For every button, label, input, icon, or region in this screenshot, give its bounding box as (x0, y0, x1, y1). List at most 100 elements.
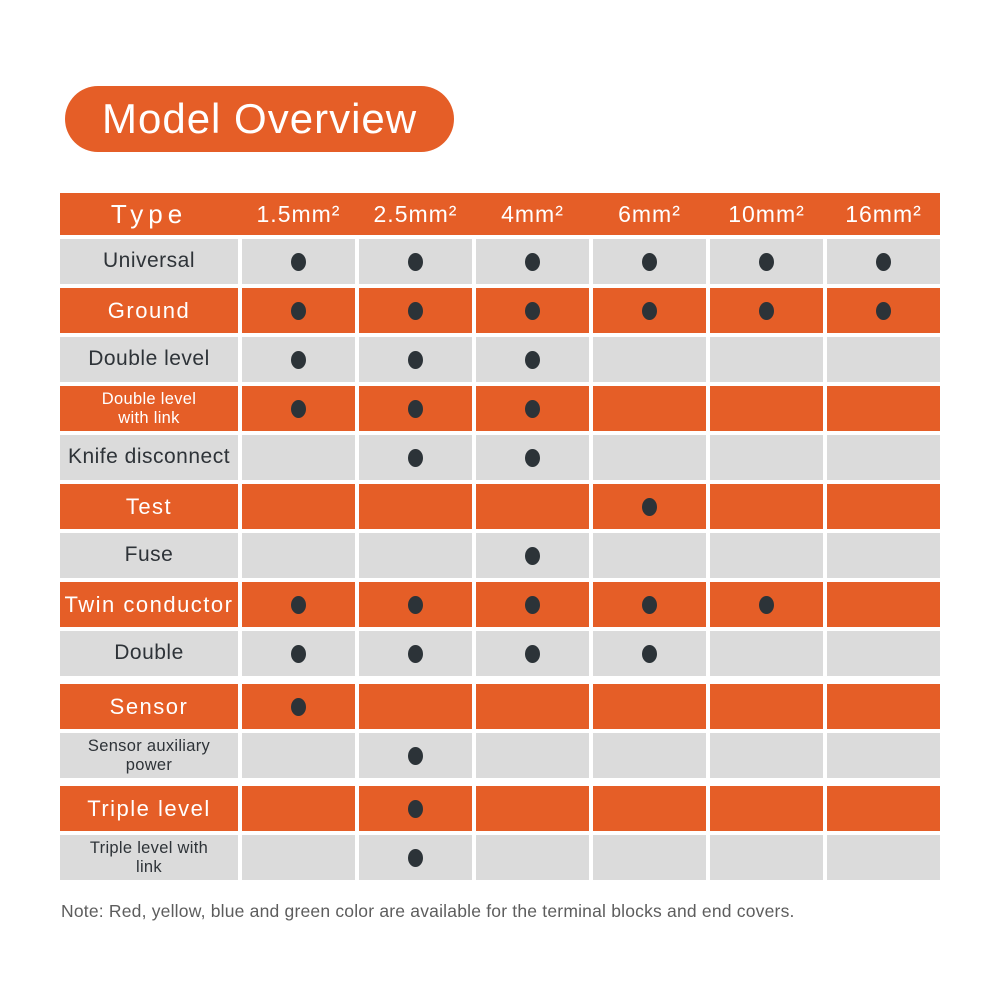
table-row: Sensor auxiliary power (60, 733, 940, 778)
availability-cell (710, 386, 823, 431)
column-header: 4mm² (501, 200, 564, 227)
availability-cell (476, 684, 589, 729)
availability-dot-icon (291, 301, 306, 320)
availability-dot-icon (642, 595, 657, 614)
availability-cell (359, 582, 472, 627)
availability-cell (242, 386, 355, 431)
table-row: Double level with link (60, 386, 940, 431)
availability-dot-icon (876, 301, 891, 320)
availability-cell (359, 786, 472, 831)
availability-dot-icon (408, 252, 423, 271)
availability-cell (359, 733, 472, 778)
availability-cell (476, 386, 589, 431)
availability-cell (359, 533, 472, 578)
availability-cell (476, 631, 589, 676)
availability-cell (242, 288, 355, 333)
availability-cell (359, 631, 472, 676)
availability-cell (359, 484, 472, 529)
availability-dot-icon (408, 448, 423, 467)
table-row: Triple level (60, 786, 940, 831)
row-label: Knife disconnect (60, 435, 238, 480)
availability-cell (710, 733, 823, 778)
availability-cell (827, 835, 940, 880)
availability-cell (359, 288, 472, 333)
availability-dot-icon (525, 301, 540, 320)
availability-cell (710, 484, 823, 529)
availability-cell (593, 386, 706, 431)
row-label: Double level (60, 337, 238, 382)
availability-cell (242, 533, 355, 578)
availability-cell (827, 386, 940, 431)
table-row: Sensor (60, 684, 940, 729)
row-label: Test (60, 484, 238, 529)
availability-cell (359, 835, 472, 880)
availability-cell (710, 239, 823, 284)
availability-cell (593, 239, 706, 284)
row-label: Sensor auxiliary power (60, 733, 238, 778)
availability-cell (593, 631, 706, 676)
table-row: Triple level with link (60, 835, 940, 880)
availability-cell (242, 484, 355, 529)
availability-cell (476, 239, 589, 284)
availability-dot-icon (408, 799, 423, 818)
availability-dot-icon (291, 399, 306, 418)
availability-cell (476, 337, 589, 382)
availability-cell (242, 582, 355, 627)
availability-dot-icon (759, 301, 774, 320)
page-title: Model Overview (65, 86, 455, 152)
availability-cell (827, 484, 940, 529)
availability-dot-icon (759, 595, 774, 614)
availability-cell (242, 786, 355, 831)
availability-dot-icon (525, 252, 540, 271)
availability-cell (593, 582, 706, 627)
availability-cell (242, 684, 355, 729)
availability-dot-icon (408, 595, 423, 614)
availability-cell (242, 835, 355, 880)
availability-cell (593, 684, 706, 729)
availability-dot-icon (291, 350, 306, 369)
table-row: Knife disconnect (60, 435, 940, 480)
availability-cell (593, 288, 706, 333)
availability-dot-icon (525, 595, 540, 614)
availability-cell (827, 582, 940, 627)
availability-dot-icon (642, 252, 657, 271)
availability-cell (476, 533, 589, 578)
availability-dot-icon (408, 848, 423, 867)
availability-cell (593, 786, 706, 831)
table-header-row: Type 1.5mm² 2.5mm² 4mm² 6mm² 10mm² 16mm² (60, 193, 940, 235)
availability-cell (593, 337, 706, 382)
availability-cell (593, 484, 706, 529)
row-label: Triple level with link (60, 835, 238, 880)
table-rows: Universal Ground Double level Double level … (60, 239, 940, 880)
availability-dot-icon (759, 252, 774, 271)
availability-cell (827, 631, 940, 676)
row-label: Double (60, 631, 238, 676)
availability-dot-icon (291, 595, 306, 614)
availability-cell (710, 337, 823, 382)
availability-dot-icon (525, 644, 540, 663)
availability-cell (593, 835, 706, 880)
row-label: Triple level (60, 786, 238, 831)
availability-dot-icon (876, 252, 891, 271)
availability-dot-icon (291, 697, 306, 716)
availability-dot-icon (408, 644, 423, 663)
availability-cell (827, 288, 940, 333)
availability-cell (710, 835, 823, 880)
table-row: Fuse (60, 533, 940, 578)
row-label: Universal (60, 239, 238, 284)
availability-cell (476, 288, 589, 333)
row-label: Double level with link (60, 386, 238, 431)
availability-cell (242, 239, 355, 284)
availability-cell (827, 533, 940, 578)
column-header: 2.5mm² (373, 200, 458, 227)
row-label: Sensor (60, 684, 238, 729)
row-label: Fuse (60, 533, 238, 578)
availability-dot-icon (408, 746, 423, 765)
availability-cell (593, 435, 706, 480)
availability-dot-icon (525, 399, 540, 418)
availability-cell (359, 386, 472, 431)
availability-dot-icon (642, 497, 657, 516)
availability-cell (359, 239, 472, 284)
availability-dot-icon (408, 399, 423, 418)
column-header: 16mm² (845, 200, 922, 227)
